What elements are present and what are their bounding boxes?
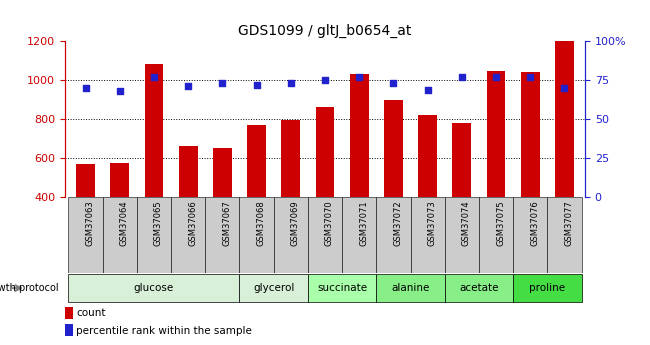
Text: GSM37069: GSM37069 xyxy=(291,200,300,246)
Bar xyxy=(316,107,334,197)
Text: glucose: glucose xyxy=(134,283,174,293)
Text: GSM37071: GSM37071 xyxy=(359,200,368,246)
Point xyxy=(525,74,536,80)
Text: GSM37068: GSM37068 xyxy=(257,200,266,246)
Title: GDS1099 / gltJ_b0654_at: GDS1099 / gltJ_b0654_at xyxy=(239,23,411,38)
Text: GSM37063: GSM37063 xyxy=(86,200,94,246)
Text: GSM37074: GSM37074 xyxy=(462,200,471,246)
Point xyxy=(354,74,365,80)
Bar xyxy=(521,72,539,197)
Point xyxy=(252,82,262,88)
FancyBboxPatch shape xyxy=(376,197,411,273)
Text: GSM37075: GSM37075 xyxy=(496,200,505,246)
Text: GSM37076: GSM37076 xyxy=(530,200,540,246)
Text: GSM37070: GSM37070 xyxy=(325,200,334,246)
Bar xyxy=(555,41,574,197)
Point xyxy=(81,85,91,91)
Point xyxy=(388,80,398,86)
FancyBboxPatch shape xyxy=(239,274,308,302)
Text: glycerol: glycerol xyxy=(253,283,294,293)
Bar xyxy=(213,148,232,197)
FancyBboxPatch shape xyxy=(445,197,479,273)
FancyBboxPatch shape xyxy=(68,274,239,302)
Point xyxy=(422,87,433,92)
Bar xyxy=(144,64,163,197)
Text: acetate: acetate xyxy=(459,283,499,293)
Point xyxy=(285,80,296,86)
FancyBboxPatch shape xyxy=(513,274,582,302)
Bar xyxy=(111,163,129,197)
Text: succinate: succinate xyxy=(317,283,367,293)
Text: GSM37072: GSM37072 xyxy=(393,200,402,246)
Text: GSM37077: GSM37077 xyxy=(564,200,573,246)
Bar xyxy=(418,115,437,197)
Point xyxy=(149,74,159,80)
FancyBboxPatch shape xyxy=(342,197,376,273)
Text: GSM37064: GSM37064 xyxy=(120,200,129,246)
Text: proline: proline xyxy=(529,283,566,293)
Point xyxy=(114,88,125,94)
Bar xyxy=(247,125,266,197)
FancyBboxPatch shape xyxy=(445,274,513,302)
Bar xyxy=(65,324,73,336)
Bar xyxy=(179,146,198,197)
Bar xyxy=(76,164,95,197)
Text: GSM37066: GSM37066 xyxy=(188,200,197,246)
Point xyxy=(457,74,467,80)
Text: percentile rank within the sample: percentile rank within the sample xyxy=(77,326,252,335)
Bar xyxy=(487,71,506,197)
FancyBboxPatch shape xyxy=(103,197,137,273)
FancyBboxPatch shape xyxy=(513,197,547,273)
FancyBboxPatch shape xyxy=(171,197,205,273)
FancyBboxPatch shape xyxy=(68,197,103,273)
FancyBboxPatch shape xyxy=(274,197,308,273)
Point xyxy=(320,77,330,83)
Text: count: count xyxy=(77,308,106,318)
Point xyxy=(491,74,501,80)
Bar xyxy=(65,307,73,319)
FancyBboxPatch shape xyxy=(547,197,582,273)
Bar xyxy=(350,75,369,197)
FancyBboxPatch shape xyxy=(239,197,274,273)
FancyBboxPatch shape xyxy=(308,274,376,302)
FancyBboxPatch shape xyxy=(479,197,513,273)
Bar xyxy=(281,120,300,197)
FancyBboxPatch shape xyxy=(205,197,239,273)
Text: GSM37073: GSM37073 xyxy=(428,200,437,246)
FancyBboxPatch shape xyxy=(137,197,171,273)
FancyBboxPatch shape xyxy=(411,197,445,273)
FancyBboxPatch shape xyxy=(376,274,445,302)
Text: GSM37065: GSM37065 xyxy=(154,200,163,246)
Bar xyxy=(384,100,403,197)
Text: growth protocol: growth protocol xyxy=(0,283,58,293)
Point xyxy=(183,83,193,89)
FancyBboxPatch shape xyxy=(308,197,342,273)
Point xyxy=(559,85,569,91)
Text: alanine: alanine xyxy=(391,283,430,293)
Bar xyxy=(452,123,471,197)
Text: GSM37067: GSM37067 xyxy=(222,200,231,246)
Point xyxy=(217,80,228,86)
